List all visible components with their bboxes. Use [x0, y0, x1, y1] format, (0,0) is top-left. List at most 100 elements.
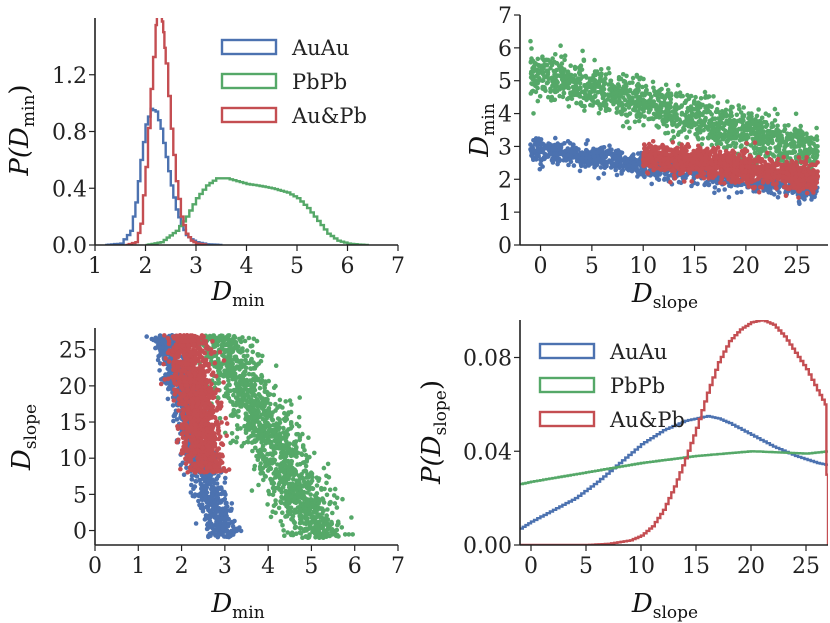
scatter-point [702, 171, 707, 176]
y-tick-label: 0.8 [52, 121, 87, 146]
scatter-point [596, 101, 602, 107]
scatter-point [736, 103, 741, 108]
scatter-point [675, 150, 680, 155]
scatter-point [575, 147, 580, 152]
scatter-point [580, 48, 585, 54]
scatter-point [602, 80, 608, 86]
scatter-point [783, 193, 789, 198]
scatter-point [620, 123, 626, 129]
scatter-point [760, 178, 766, 184]
scatter-point [617, 150, 622, 156]
scatter-point [307, 511, 313, 517]
scatter-point [607, 86, 613, 92]
scatter-point [770, 131, 775, 137]
scatter-point [724, 113, 729, 118]
scatter-point [675, 82, 681, 88]
scatter-point [294, 432, 299, 437]
scatter-point [649, 155, 654, 161]
scatter-point [332, 528, 338, 534]
scatter-point [624, 73, 629, 79]
scatter-point [693, 94, 698, 100]
scatter-point [324, 480, 329, 486]
scatter-point [222, 368, 227, 374]
scatter-point [565, 69, 571, 75]
series-line-pbpb [145, 177, 369, 245]
y-tick-label: 0.0 [52, 234, 87, 259]
scatter-point [804, 190, 810, 196]
scatter-point [804, 172, 809, 178]
scatter-point [289, 402, 294, 407]
scatter-point [306, 435, 311, 441]
scatter-point [608, 78, 614, 84]
scatter-point [715, 100, 721, 106]
scatter-point [741, 131, 746, 137]
scatter-point [658, 113, 664, 119]
scatter-point [803, 161, 809, 166]
scatter-point [775, 128, 781, 133]
scatter-point [273, 501, 278, 507]
scatter-point [307, 507, 313, 512]
scatter-point [798, 123, 803, 129]
scatter-point [555, 80, 560, 85]
scatter-point [783, 180, 788, 185]
scatter-point [311, 514, 316, 520]
scatter-point [670, 167, 676, 173]
scatter-point [646, 109, 652, 115]
scatter-point [727, 127, 733, 133]
scatter-point [550, 160, 556, 165]
scatter-point [641, 108, 646, 114]
scatter-point [259, 372, 264, 378]
scatter-point [712, 150, 718, 155]
scatter-point [590, 103, 595, 108]
scatter-point [302, 527, 308, 533]
scatter-point [574, 100, 579, 106]
scatter-point [250, 448, 255, 454]
scatter-point [782, 144, 787, 150]
scatter-point [651, 85, 656, 91]
scatter-point [340, 496, 345, 502]
scatter-point [679, 112, 685, 117]
scatter-point [297, 499, 302, 505]
scatter-point [751, 145, 757, 151]
scatter-point [781, 128, 787, 134]
scatter-point [592, 69, 598, 75]
scatter-point [613, 167, 618, 173]
scatter-point [587, 94, 593, 99]
scatter-point [734, 190, 740, 195]
scatter-point [759, 115, 765, 121]
scatter-point [605, 160, 610, 166]
scatter-point [632, 100, 637, 106]
scatter-point [598, 165, 604, 170]
scatter-point [636, 160, 641, 166]
scatter-point [325, 461, 331, 467]
scatter-point [695, 181, 700, 187]
scatter-point [585, 81, 591, 87]
scatter-point [665, 87, 671, 93]
scatter-point [342, 532, 348, 537]
scatter-point [246, 335, 252, 341]
scatter-point [802, 139, 808, 145]
scatter-point [709, 174, 715, 179]
scatter-point [251, 336, 257, 342]
scatter-point [614, 90, 619, 95]
scatter-point [536, 62, 541, 68]
scatter-point [598, 67, 604, 72]
scatter-point [644, 87, 649, 93]
scatter-point [671, 121, 676, 127]
scatter-point [758, 165, 763, 171]
scatter-point [814, 134, 820, 139]
scatter-point [264, 456, 269, 462]
scatter-point [277, 397, 283, 403]
scatter-point [700, 136, 705, 141]
scatter-point [685, 152, 691, 158]
scatter-point [246, 422, 252, 427]
scatter-point [577, 92, 582, 97]
x-tick-label: 20 [732, 254, 760, 279]
scatter-point [642, 151, 648, 157]
scatter-point [707, 165, 713, 171]
scatter-point [756, 126, 761, 132]
scatter-point [305, 497, 310, 502]
scatter-point [711, 94, 716, 99]
scatter-point [545, 153, 550, 158]
